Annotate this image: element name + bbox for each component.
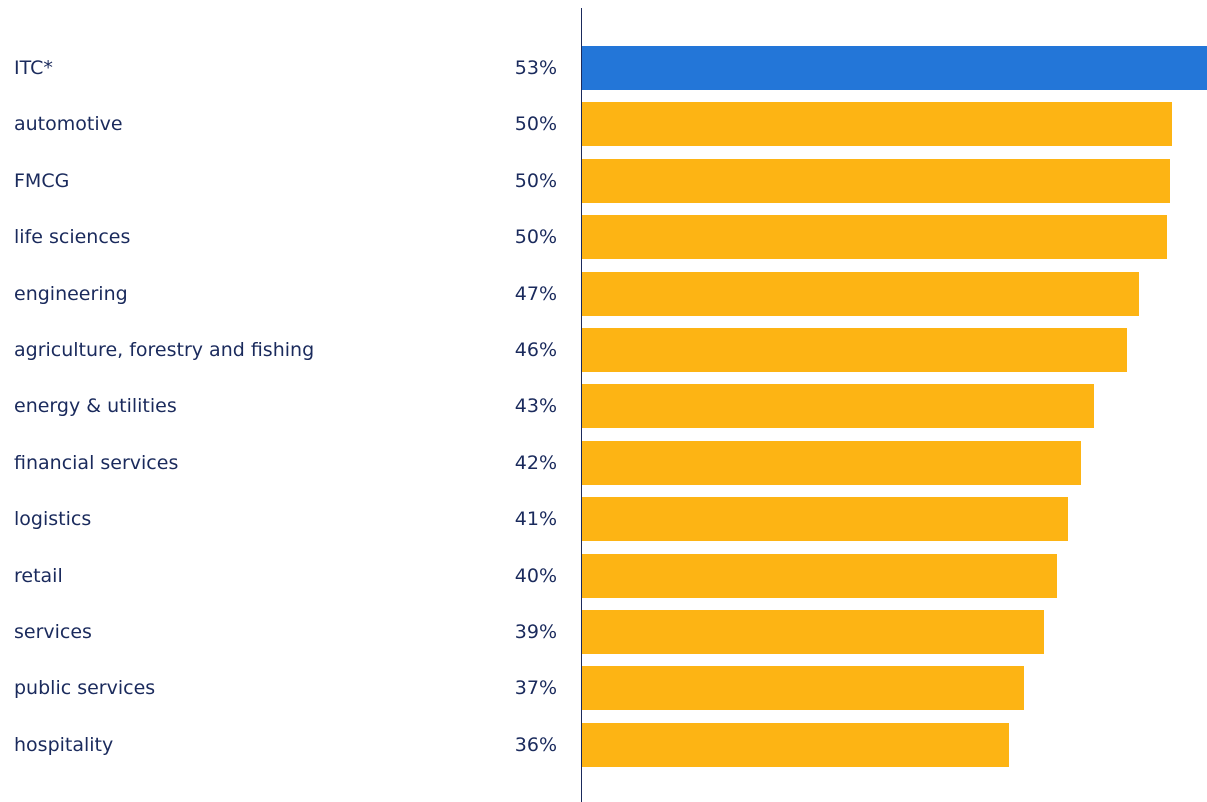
value-label: 40%	[514, 564, 557, 587]
bar	[582, 328, 1127, 372]
bar	[582, 215, 1167, 260]
value-label: 41%	[514, 508, 557, 531]
category-label: financial services	[14, 451, 179, 474]
category-label: engineering	[14, 282, 128, 305]
category-label: automotive	[14, 113, 123, 136]
category-label: life sciences	[14, 226, 131, 249]
category-label: hospitality	[14, 733, 114, 756]
category-label: services	[14, 621, 92, 643]
category-label: public services	[14, 677, 156, 700]
value-label: 47%	[514, 282, 557, 305]
bar	[582, 46, 1207, 90]
category-label: logistics	[14, 508, 92, 531]
bar	[582, 497, 1068, 542]
value-label: 43%	[514, 395, 557, 418]
bar	[582, 271, 1139, 316]
value-label: 50%	[514, 113, 557, 136]
value-label: 50%	[514, 226, 557, 249]
bar	[582, 440, 1081, 485]
value-label: 53%	[514, 57, 557, 79]
value-label: 39%	[514, 621, 557, 643]
category-label: retail	[14, 564, 63, 587]
category-label: FMCG	[14, 169, 70, 192]
bar	[582, 610, 1045, 654]
bar	[582, 158, 1171, 203]
bar	[582, 722, 1009, 767]
category-label: energy & utilities	[14, 395, 177, 418]
category-label: ITC*	[14, 57, 53, 79]
value-label: 46%	[514, 339, 557, 361]
value-label: 36%	[514, 733, 557, 756]
category-axis-line	[581, 8, 582, 802]
bar	[582, 666, 1025, 711]
bar	[582, 553, 1058, 598]
category-label: agriculture, forestry and fishing	[14, 339, 315, 361]
value-label: 50%	[514, 169, 557, 192]
value-label: 42%	[514, 451, 557, 474]
bar	[582, 102, 1172, 147]
value-label: 37%	[514, 677, 557, 700]
bar	[582, 384, 1094, 429]
